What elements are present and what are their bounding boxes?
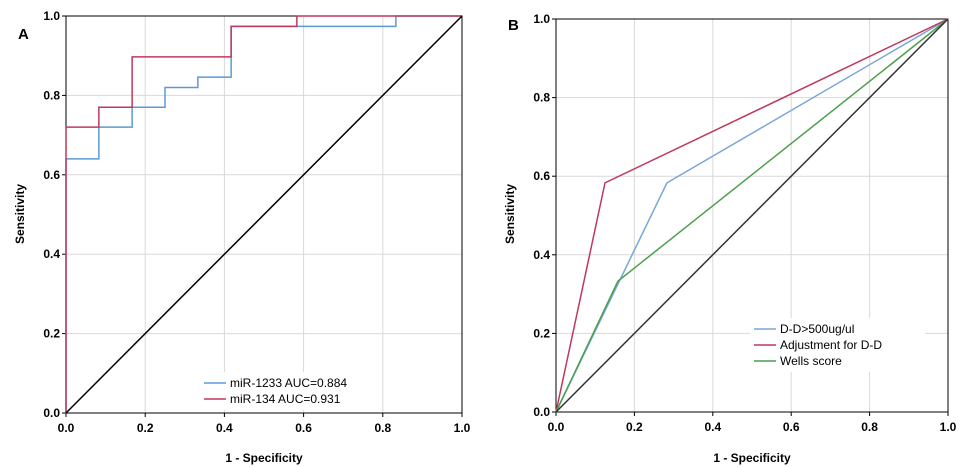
series-line-2	[555, 18, 949, 413]
series-line-0	[65, 15, 462, 413]
panel-b-label: B	[508, 17, 519, 34]
x-tick-label: 0.4	[704, 420, 721, 434]
y-tick-label: 0.0	[43, 406, 60, 420]
y-tick-label: 1.0	[43, 9, 60, 23]
panel-a-chart: A 0.0 0.2 0.4 0.6 0.8 1.0 0.0 0.2 0.4 0.6 0.8 1.0 1…	[13, 9, 471, 465]
series-line-1	[65, 15, 462, 413]
legend-entry: miR-134 AUC=0.931	[230, 392, 341, 406]
x-tick-label: 0.6	[295, 421, 312, 435]
panel-a-series	[65, 15, 463, 414]
reference-diagonal-line	[65, 15, 463, 414]
panel-a-x-axis-label: 1 - Specificity	[225, 451, 303, 465]
x-tick-label: 0.6	[783, 420, 800, 434]
x-tick-label: 0.0	[58, 421, 75, 435]
y-tick-label: 0.0	[533, 405, 550, 419]
legend-entry: Wells score	[780, 354, 842, 368]
legend-background	[750, 318, 925, 372]
panel-a-ticks: 0.0 0.2 0.4 0.6 0.8 1.0 0.0 0.2 0.4 0.6 0.8 1.0	[43, 9, 470, 435]
x-tick-label: 0.8	[861, 420, 878, 434]
y-tick-label: 0.4	[43, 247, 60, 261]
legend-entry: D-D>500ug/ul	[780, 322, 854, 336]
reference-diagonal-line	[555, 18, 949, 413]
y-tick-label: 0.8	[43, 88, 60, 102]
legend-entry: Adjustment for D-D	[780, 338, 882, 352]
y-tick-label: 0.6	[43, 168, 60, 182]
x-tick-label: 0.4	[216, 421, 233, 435]
y-tick-label: 0.6	[533, 169, 550, 183]
panel-a-legend: miR-1233 AUC=0.884 miR-134 AUC=0.931	[200, 372, 370, 410]
x-tick-label: 0.8	[374, 421, 391, 435]
panel-a-y-axis-label: Sensitivity	[13, 184, 27, 244]
panel-a-grid	[66, 16, 462, 413]
panel-b-legend: D-D>500ug/ul Adjustment for D-D Wells scor…	[750, 318, 925, 372]
panel-b-ticks: 0.0 0.2 0.4 0.6 0.8 1.0 0.0 0.2 0.4 0.6 0.8 1.0	[533, 12, 956, 434]
x-tick-label: 0.2	[626, 420, 643, 434]
legend-entry: miR-1233 AUC=0.884	[230, 376, 347, 390]
panel-b-series	[555, 18, 949, 413]
panel-b-chart: B 0.0 0.2 0.4 0.6 0.8 1.0 0.0 0.2 0.4 0.6 0.8 1.0 1…	[503, 12, 957, 465]
panel-a-label: A	[18, 26, 29, 43]
x-tick-label: 1.0	[454, 421, 471, 435]
x-tick-label: 1.0	[940, 420, 957, 434]
x-tick-label: 0.2	[137, 421, 154, 435]
y-tick-label: 1.0	[533, 12, 550, 26]
x-tick-label: 0.0	[548, 420, 565, 434]
panel-b-plot-frame	[555, 18, 949, 413]
y-tick-label: 0.8	[533, 91, 550, 105]
series-line-1	[555, 18, 949, 413]
panel-b-y-axis-label: Sensitivity	[503, 184, 517, 244]
panel-b-x-axis-label: 1 - Specificity	[713, 451, 791, 465]
legend-background	[200, 372, 370, 410]
y-tick-label: 0.2	[43, 327, 60, 341]
y-tick-label: 0.2	[533, 326, 550, 340]
y-tick-label: 0.4	[533, 248, 550, 262]
series-line-0	[555, 18, 949, 413]
